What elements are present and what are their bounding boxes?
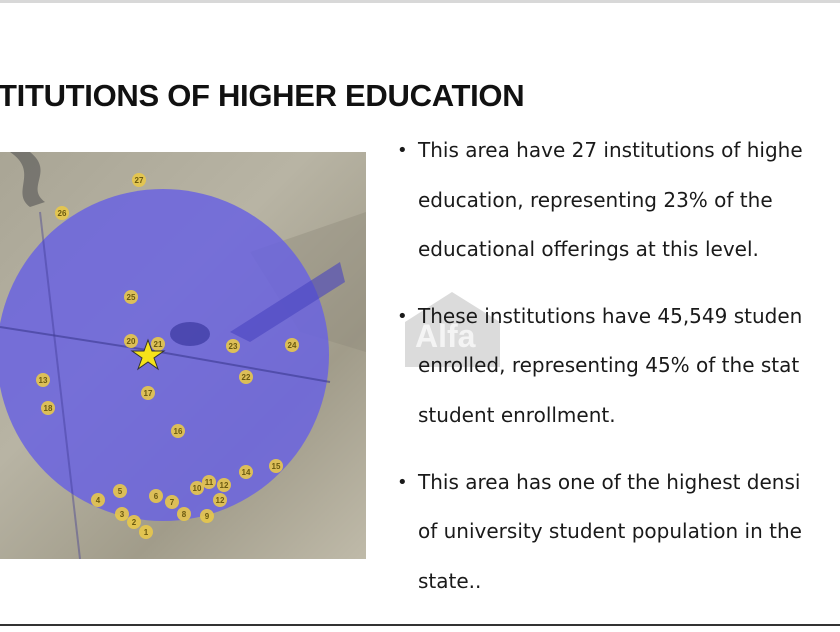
institution-marker (200, 509, 214, 523)
institution-marker (139, 525, 153, 539)
institution-marker (115, 507, 129, 521)
institution-marker-label: 11 (205, 478, 214, 487)
institution-marker-label: 23 (229, 342, 238, 351)
bullet-list: • This area have 27 institutions of highe… (397, 138, 840, 608)
bullet-text-line: These institutions have 45,549 studen (418, 304, 803, 328)
institution-marker-label: 17 (144, 389, 153, 398)
institution-marker (226, 339, 240, 353)
bullet-text-line: student enrollment. (418, 403, 616, 427)
institution-marker-label: 22 (242, 373, 251, 382)
institution-marker-label: 15 (272, 462, 281, 471)
bullet-icon: • (397, 472, 408, 493)
institution-marker (149, 489, 163, 503)
bottom-border (0, 624, 840, 632)
institution-marker-label: 8 (182, 510, 187, 519)
institution-marker (213, 493, 227, 507)
institution-marker-label: 12 (220, 481, 229, 490)
institution-marker (124, 334, 138, 348)
institution-marker-label: 16 (174, 427, 183, 436)
bullet-text-line: enrolled, representing 45% of the stat (418, 353, 800, 377)
institution-marker (55, 206, 69, 220)
map-image: 27 26 25 20 21 23 24 22 17 13 18 16 15 14 10 11 12 5 4 6 7 12… (0, 152, 366, 559)
watermark-house-icon (405, 292, 500, 367)
bullet-text-line: state.. (418, 569, 482, 593)
institution-marker-label: 2 (132, 518, 137, 527)
coverage-circle (0, 189, 329, 521)
institution-marker (165, 495, 179, 509)
institution-marker (269, 459, 283, 473)
institution-marker (285, 338, 299, 352)
institution-marker-label: 14 (242, 468, 251, 477)
bullet-text-line: This area has one of the highest densi (418, 470, 801, 494)
institution-marker-label: 26 (58, 209, 67, 218)
institution-marker-label: 10 (193, 484, 202, 493)
institution-marker (202, 475, 216, 489)
institution-marker-label: 21 (154, 340, 163, 349)
star-icon (130, 338, 166, 371)
bullet-text-line: This area have 27 institutions of highe (418, 138, 803, 162)
institution-marker (171, 424, 185, 438)
bullet-icon: • (397, 306, 408, 327)
institution-marker-label: 9 (205, 512, 210, 521)
institution-marker (151, 337, 165, 351)
slide-title: TITUTIONS OF HIGHER EDUCATION (0, 78, 525, 113)
institution-marker-label: 7 (170, 498, 175, 507)
institution-marker-label: 20 (127, 337, 136, 346)
institution-marker-label: 5 (118, 487, 123, 496)
bullet-text-line: education, representing 23% of the (418, 188, 773, 212)
institution-marker (177, 507, 191, 521)
institution-marker-label: 12 (216, 496, 225, 505)
bullet-text-line: of university student population in the (418, 519, 802, 543)
institution-marker (91, 493, 105, 507)
institution-marker-label: 18 (44, 404, 53, 413)
institution-marker (132, 173, 146, 187)
watermark-text: Alfa (415, 318, 476, 354)
institution-marker (113, 484, 127, 498)
institution-marker-label: 24 (288, 341, 297, 350)
institution-marker (239, 370, 253, 384)
bullet-icon: • (397, 140, 408, 161)
institution-marker (36, 373, 50, 387)
institution-marker (190, 481, 204, 495)
institution-marker (239, 465, 253, 479)
top-border (0, 0, 840, 3)
institution-marker (41, 401, 55, 415)
institution-marker-label: 25 (127, 293, 136, 302)
institution-marker (141, 386, 155, 400)
institution-marker (217, 478, 231, 492)
institution-marker-label: 4 (96, 496, 101, 505)
institution-marker-label: 13 (39, 376, 48, 385)
institution-marker (124, 290, 138, 304)
institution-marker (127, 515, 141, 529)
institution-marker-label: 3 (120, 510, 125, 519)
bullet-text-line: educational offerings at this level. (418, 237, 759, 261)
institution-marker-label: 1 (144, 528, 149, 537)
institution-marker-label: 6 (154, 492, 159, 501)
institution-marker-label: 27 (135, 176, 144, 185)
